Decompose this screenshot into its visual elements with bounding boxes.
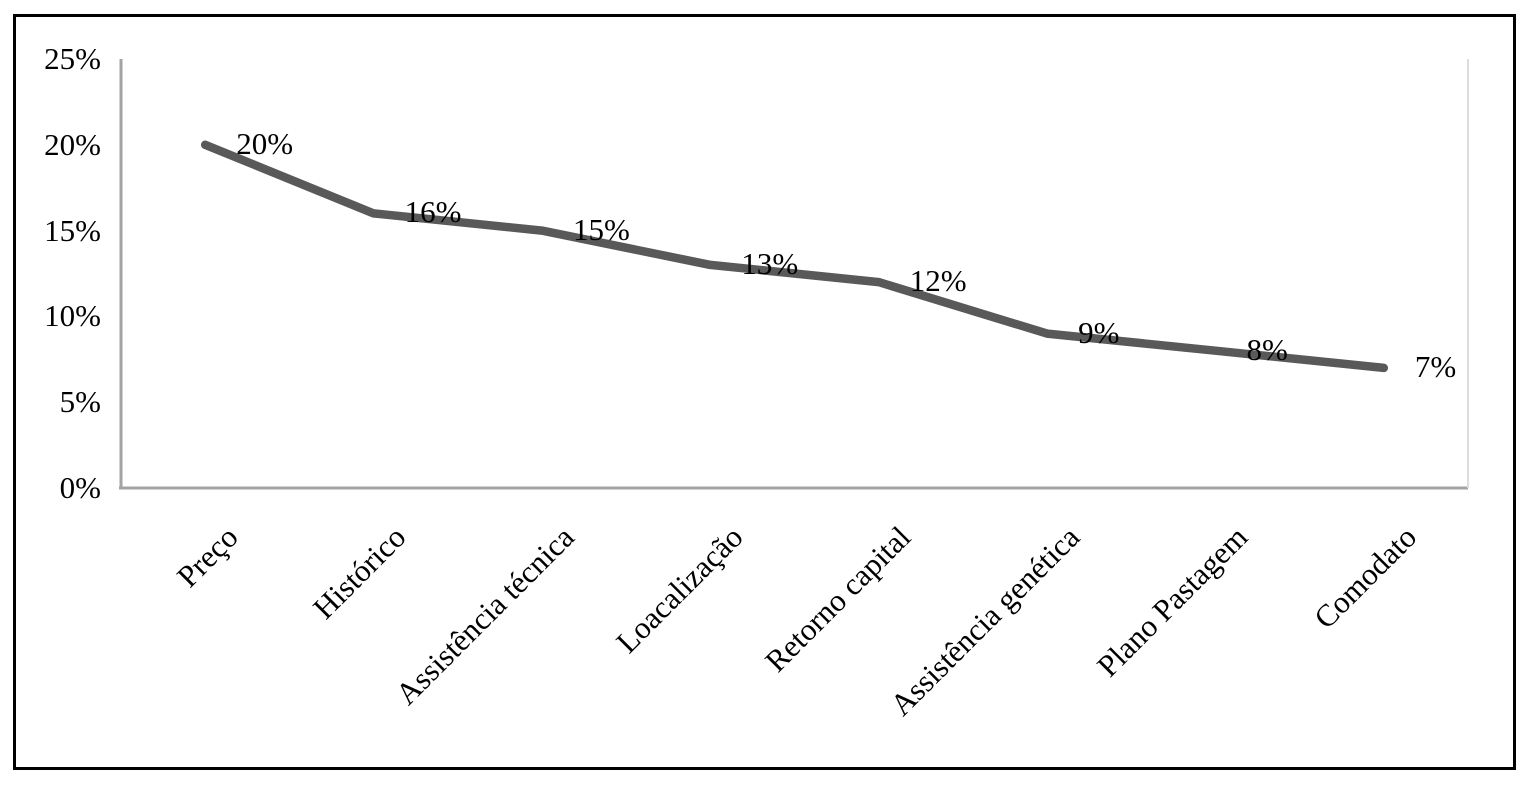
- data-label: 13%: [741, 245, 799, 281]
- y-tick-label: 5%: [59, 384, 101, 420]
- data-label: 15%: [572, 211, 630, 247]
- data-label: 9%: [1078, 314, 1120, 350]
- data-label: 16%: [404, 194, 462, 230]
- data-label: 12%: [909, 263, 967, 299]
- series-line: [200, 140, 1389, 373]
- y-tick-label: 0%: [59, 470, 101, 505]
- y-tick-label: 20%: [44, 126, 101, 162]
- data-label: 20%: [236, 125, 294, 161]
- y-tick-label: 10%: [44, 298, 101, 334]
- data-label: 7%: [1414, 348, 1457, 384]
- y-tick-label: 15%: [44, 212, 101, 248]
- chart-outer-frame: [13, 14, 1516, 770]
- y-tick-label: 25%: [44, 41, 101, 76]
- data-label: 8%: [1246, 331, 1288, 367]
